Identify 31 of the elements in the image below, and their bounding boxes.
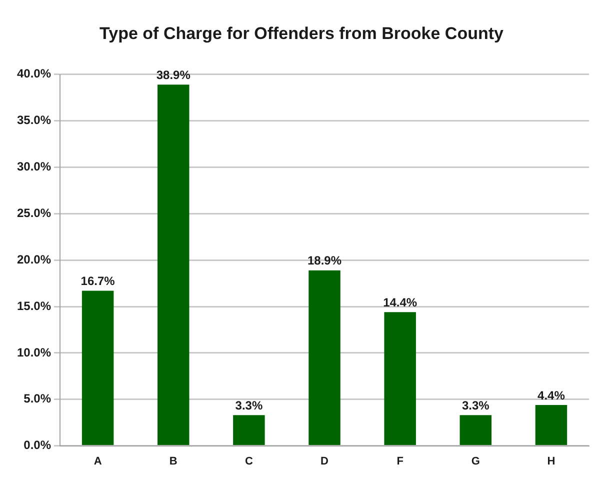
x-tick-label: H <box>547 455 556 468</box>
x-tick-label: D <box>320 455 329 468</box>
y-tick-label: 5.0% <box>24 392 52 406</box>
data-label: 14.4% <box>383 295 418 310</box>
data-label: 4.4% <box>538 388 566 402</box>
y-tick-label: 35.0% <box>16 113 52 128</box>
data-label: 18.9% <box>307 254 342 268</box>
y-tick-label: 0.0% <box>24 438 52 452</box>
bar <box>308 270 340 446</box>
y-tick-label: 20.0% <box>16 252 52 266</box>
x-tick-label: C <box>244 455 253 468</box>
data-label: 38.9% <box>156 68 191 82</box>
y-tick-label: 10.0% <box>16 345 52 360</box>
x-tick-label: F <box>396 455 404 468</box>
bar <box>82 290 114 446</box>
bar <box>233 415 265 446</box>
chart-title: Type of Charge for Offenders from Brooke County <box>100 24 504 43</box>
data-label: 3.3% <box>235 398 263 412</box>
x-tick-label: B <box>169 455 178 468</box>
x-tick-label: G <box>471 455 480 468</box>
y-tick-label: 15.0% <box>16 298 52 313</box>
bar <box>158 84 190 446</box>
data-label: 16.7% <box>80 274 116 288</box>
y-tick-label: 25.0% <box>16 206 52 220</box>
bar <box>460 415 492 446</box>
data-label: 3.3% <box>462 398 490 412</box>
y-tick-label: 30.0% <box>16 160 52 174</box>
x-tick-label: A <box>94 455 102 468</box>
bar <box>384 312 416 446</box>
y-tick-label: 40.0% <box>16 66 52 81</box>
bar <box>535 404 568 446</box>
